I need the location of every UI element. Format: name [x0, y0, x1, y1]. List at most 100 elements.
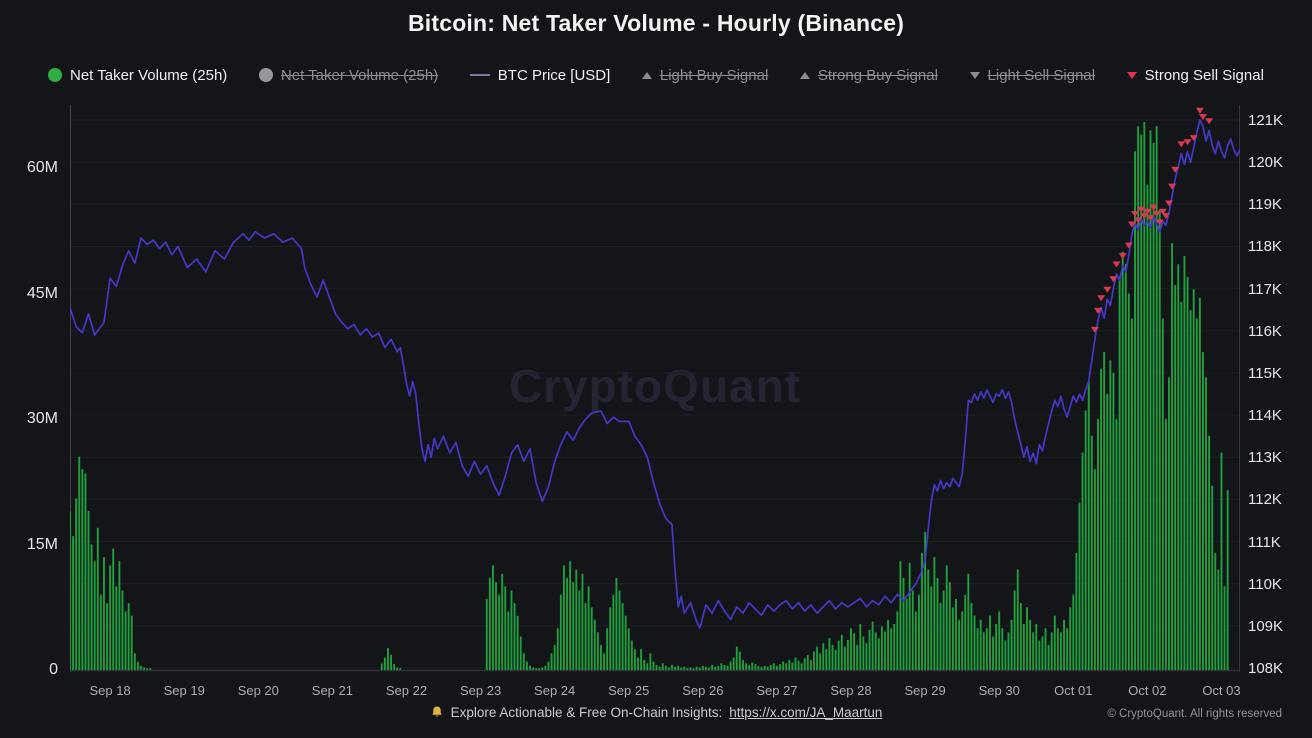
footer-promo: Explore Actionable & Free On-Chain Insig…	[0, 705, 1312, 723]
volume-bar	[1103, 352, 1106, 670]
volume-bar	[133, 653, 136, 670]
volume-bar	[1158, 209, 1161, 671]
volume-bar	[1075, 552, 1078, 670]
volume-bar	[1044, 628, 1047, 670]
volume-bar	[633, 649, 636, 670]
y-axis-left: 60M 45M 30M 15M 0	[0, 0, 58, 738]
legend-item-btc-price[interactable]: BTC Price [USD]	[469, 68, 610, 83]
volume-bar	[1069, 607, 1072, 671]
volume-bar	[772, 663, 775, 670]
volume-bar	[630, 640, 633, 670]
sell-signal-marker	[1140, 213, 1149, 220]
volume-bar	[1066, 628, 1069, 670]
volume-bar	[701, 665, 704, 670]
volume-bar	[1171, 243, 1174, 671]
volume-bar	[729, 661, 732, 670]
y-axis-label-right: 119K	[1248, 196, 1282, 214]
volume-bar	[640, 649, 643, 670]
volume-bar	[917, 594, 920, 670]
volume-bar	[124, 611, 127, 670]
volume-bar	[1214, 552, 1217, 670]
volume-bar	[387, 648, 389, 670]
volume-bar	[569, 561, 572, 670]
volume-bar	[813, 651, 815, 670]
x-axis: Sep 18 Sep 19 Sep 20 Sep 21 Sep 22 Sep 23 Sep …	[0, 683, 1312, 701]
volume-bar	[1112, 373, 1115, 670]
volume-bar	[559, 594, 562, 670]
volume-bar	[927, 569, 930, 670]
volume-bar	[618, 590, 621, 670]
volume-bar	[846, 639, 849, 670]
sell-signal-marker	[1094, 307, 1102, 314]
legend-item-light-buy-signal[interactable]: Light Buy Signal	[641, 68, 768, 83]
volume-bar	[1189, 310, 1192, 670]
volume-bar	[667, 667, 670, 670]
volume-bar	[674, 666, 677, 670]
volume-bar	[831, 644, 834, 670]
volume-bar	[127, 603, 130, 670]
volume-bar	[532, 667, 535, 670]
volume-bar	[627, 628, 630, 670]
volume-bar	[550, 653, 553, 670]
volume-bar	[1060, 632, 1062, 670]
volume-bar	[1001, 628, 1004, 670]
volume-bar	[989, 615, 991, 670]
volume-bar	[578, 590, 581, 670]
volume-bar	[606, 628, 609, 670]
volume-bar	[609, 607, 612, 671]
volume-bar	[1038, 640, 1041, 670]
volume-bar	[1090, 435, 1093, 670]
volume-bar	[1029, 619, 1032, 670]
sell-signal-marker	[1161, 213, 1170, 220]
legend-item-net-taker-volume-disabled[interactable]: Net Taker Volume (25h)	[258, 68, 438, 83]
volume-bar	[686, 668, 689, 670]
volume-bar	[658, 666, 661, 670]
volume-bar	[680, 667, 683, 670]
volume-bar	[99, 594, 102, 670]
volume-bar	[149, 668, 152, 670]
volume-bar	[738, 651, 741, 670]
sell-signal-marker	[1155, 219, 1164, 226]
volume-bar	[868, 629, 871, 670]
plot-svg[interactable]	[70, 105, 1240, 672]
volume-bar	[121, 590, 124, 670]
volume-bar	[612, 594, 615, 670]
volume-bar	[896, 611, 899, 670]
volume-bar	[1220, 452, 1223, 670]
volume-bar	[955, 598, 957, 670]
volume-bar	[547, 661, 550, 670]
y-axis-label-left: 0	[49, 661, 58, 678]
volume-bar	[75, 498, 78, 670]
volume-bar	[822, 643, 825, 670]
volume-bar	[1202, 352, 1204, 670]
volume-bar	[383, 657, 386, 670]
volume-bar	[1047, 644, 1050, 670]
volume-bar	[390, 654, 393, 670]
sell-signal-marker	[1109, 276, 1118, 283]
legend-item-strong-sell-signal[interactable]: Strong Sell Signal	[1126, 68, 1264, 83]
volume-bar	[1164, 419, 1167, 670]
volume-bar	[624, 615, 627, 670]
legend-item-net-taker-volume-active[interactable]: Net Taker Volume (25h)	[48, 68, 227, 83]
x-axis-label: Sep 25	[608, 683, 650, 698]
promo-link[interactable]: https://x.com/JA_Maartun	[729, 705, 883, 720]
y-axis-label-right: 115K	[1248, 364, 1282, 382]
volume-bar	[695, 666, 698, 670]
volume-bar	[754, 664, 757, 670]
legend-item-light-sell-signal[interactable]: Light Sell Signal	[969, 68, 1095, 83]
sell-signal-marker	[1097, 295, 1106, 302]
legend-item-strong-buy-signal[interactable]: Strong Buy Signal	[799, 68, 938, 83]
volume-bar	[115, 586, 118, 670]
volume-bar	[1050, 632, 1053, 670]
volume-bar	[1041, 636, 1044, 670]
volume-bar	[84, 473, 87, 670]
volume-bar	[572, 582, 575, 670]
x-axis-label: Sep 22	[385, 683, 428, 698]
watermark: CryptoQuant	[508, 360, 802, 412]
volume-bar	[671, 665, 673, 670]
volume-bar	[1177, 264, 1180, 670]
triangle-up-icon	[641, 71, 652, 79]
sell-signal-marker	[1118, 253, 1127, 260]
volume-bar	[874, 632, 877, 670]
volume-bar	[1186, 276, 1189, 670]
